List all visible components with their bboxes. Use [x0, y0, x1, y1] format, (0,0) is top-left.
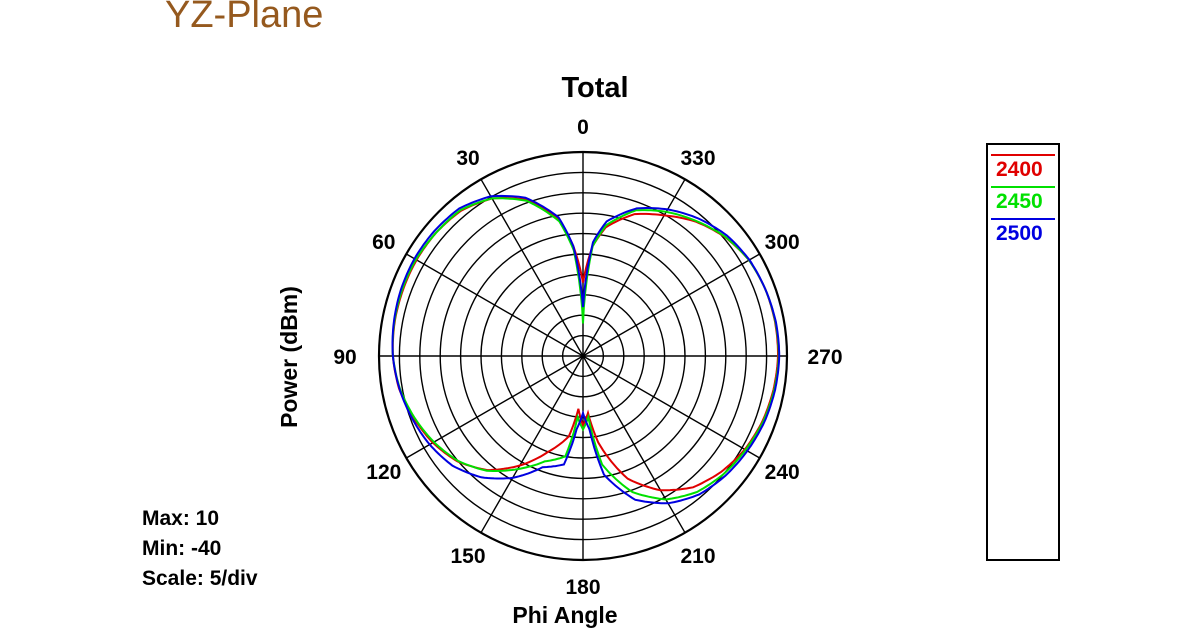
series-line-2450	[391, 197, 780, 501]
legend-item-2500: 2500	[988, 209, 1058, 245]
legend-label: 2500	[996, 222, 1043, 245]
angle-tick-label: 270	[807, 346, 842, 369]
legend-swatch	[991, 154, 1055, 156]
stat-min: Min: -40	[142, 537, 222, 560]
angle-tick-label: 120	[366, 461, 401, 484]
angle-tick-label: 180	[565, 576, 600, 599]
grid-spoke	[405, 355, 584, 459]
angle-tick-label: 0	[577, 116, 589, 139]
angle-ticks: 0 30 60 90 120 150 180 210 240 270 300 330	[333, 116, 842, 599]
legend: 2400 2450 2500	[986, 143, 1060, 561]
legend-swatch	[991, 218, 1055, 220]
stat-max: Max: 10	[142, 507, 220, 530]
grid-spoke	[582, 253, 761, 357]
series-line-2500	[391, 194, 781, 505]
legend-item-2400: 2400	[988, 145, 1058, 181]
angle-tick-label: 30	[456, 147, 479, 170]
stats-block: Max: 10 Min: -40 Scale: 5/div	[142, 504, 258, 594]
angle-tick-label: 210	[680, 545, 715, 568]
stat-scale: Scale: 5/div	[142, 567, 258, 590]
grid-spoke	[405, 253, 584, 357]
grid-spoke	[582, 355, 761, 459]
legend-swatch	[991, 186, 1055, 188]
polar-grid	[377, 150, 789, 562]
grid-spoke	[480, 178, 584, 357]
slide-title: YZ-Plane	[165, 0, 324, 36]
y-axis-label: Power (dBm)	[276, 286, 302, 428]
angle-tick-label: 240	[765, 461, 800, 484]
legend-item-2450: 2450	[988, 177, 1058, 213]
grid-spoke	[582, 178, 686, 357]
grid-spoke	[480, 355, 584, 534]
series-line-2400	[391, 197, 779, 492]
angle-tick-label: 90	[333, 346, 356, 369]
series-group	[391, 194, 781, 505]
legend-label: 2400	[996, 158, 1043, 181]
angle-tick-label: 60	[372, 231, 395, 254]
angle-tick-label: 330	[680, 147, 715, 170]
x-axis-label: Phi Angle	[512, 602, 617, 628]
angle-tick-label: 150	[450, 545, 485, 568]
chart-title: Total	[561, 72, 628, 104]
legend-label: 2450	[996, 190, 1043, 213]
angle-tick-label: 300	[765, 231, 800, 254]
